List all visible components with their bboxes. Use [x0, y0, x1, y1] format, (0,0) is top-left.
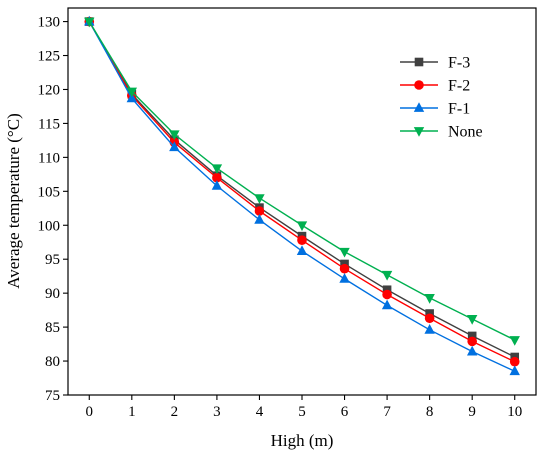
- y-tick-label: 85: [45, 320, 60, 336]
- data-point: [296, 221, 308, 232]
- legend-marker: [413, 127, 425, 137]
- x-tick-label: 6: [341, 404, 349, 420]
- legend-label: F-2: [448, 78, 470, 95]
- x-tick-label: 5: [298, 404, 306, 420]
- x-tick-label: 10: [507, 404, 522, 420]
- y-axis-title: Average temperature (°C): [4, 113, 23, 288]
- legend: F-3 F-2 F-1 None: [400, 55, 483, 141]
- legend-label: F-3: [448, 55, 470, 72]
- legend-marker: [414, 57, 424, 67]
- data-point: [466, 315, 478, 325]
- data-point: [381, 299, 393, 310]
- data-point: [126, 92, 138, 103]
- data-point: [339, 273, 350, 283]
- legend-label: None: [448, 124, 483, 141]
- data-point: [254, 214, 265, 224]
- series-line: [88, 21, 516, 358]
- data-point: [169, 141, 180, 152]
- y-tick-label: 115: [38, 116, 60, 132]
- data-point: [84, 17, 95, 28]
- y-tick-label: 80: [45, 354, 60, 370]
- data-point: [467, 336, 477, 347]
- y-tick-label: 75: [45, 388, 60, 404]
- data-point: [339, 263, 350, 274]
- y-tick-label: 130: [38, 15, 61, 31]
- x-axis-title: High (m): [271, 431, 334, 450]
- data-point: [424, 313, 435, 324]
- data-point: [509, 356, 520, 367]
- data-point: [169, 130, 180, 141]
- data-point: [382, 289, 392, 300]
- data-point: [254, 206, 265, 216]
- data-point: [339, 247, 350, 258]
- axis-ticks: 0 1 2 3 4 5 6 7 8 9 10 75 80 85 90 95 100 105 110 115 120 125…: [38, 15, 523, 420]
- data-point: [126, 87, 138, 98]
- x-tick-label: 9: [468, 404, 476, 420]
- data-point: [424, 324, 435, 334]
- y-tick-label: 120: [38, 82, 61, 98]
- x-tick-label: 0: [86, 404, 94, 420]
- data-point: [381, 270, 393, 281]
- data-point: [424, 294, 435, 304]
- data-point: [211, 164, 223, 175]
- data-point: [509, 365, 520, 376]
- y-tick-label: 125: [38, 49, 61, 65]
- y-tick-label: 105: [38, 184, 61, 200]
- x-tick-label: 3: [213, 404, 221, 420]
- data-point: [466, 345, 478, 356]
- x-tick-label: 7: [383, 404, 391, 420]
- legend-marker: [413, 102, 425, 112]
- data-point: [212, 172, 222, 183]
- data-point: [297, 235, 307, 245]
- y-tick-label: 90: [45, 286, 60, 302]
- y-tick-label: 100: [38, 218, 61, 234]
- x-tick-label: 2: [171, 404, 179, 420]
- x-tick-label: 8: [426, 404, 434, 420]
- series-line: [88, 21, 516, 363]
- y-tick-label: 110: [38, 150, 60, 166]
- data-point: [211, 180, 223, 190]
- data-point: [467, 331, 477, 341]
- x-tick-label: 1: [128, 404, 136, 420]
- data-point: [296, 245, 308, 255]
- data-point: [254, 194, 265, 204]
- legend-label: F-1: [448, 101, 470, 118]
- series-lines: [84, 15, 520, 376]
- x-tick-label: 4: [256, 404, 264, 420]
- data-point: [509, 336, 520, 346]
- legend-marker: [414, 80, 424, 90]
- series-line: [88, 21, 516, 372]
- y-tick-label: 95: [45, 252, 60, 268]
